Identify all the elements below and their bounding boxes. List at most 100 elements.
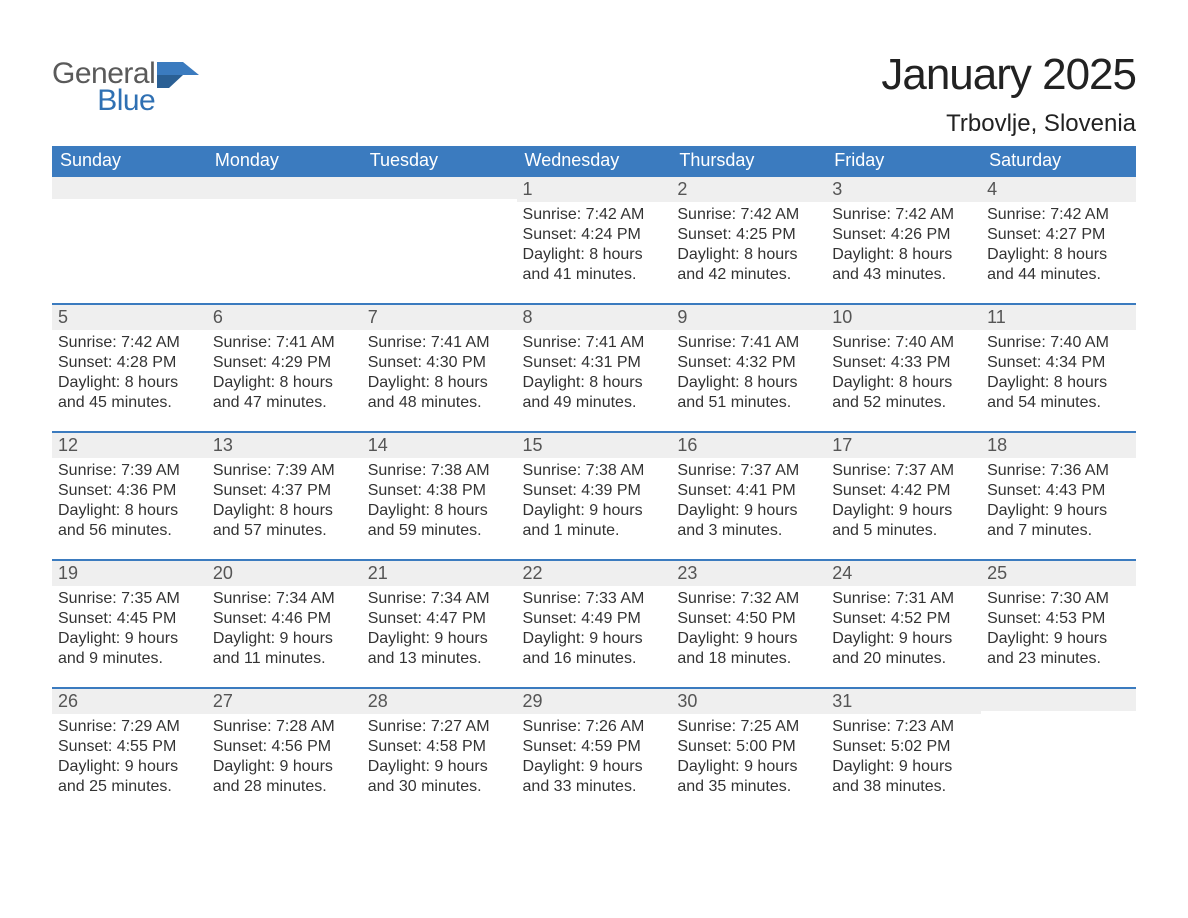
sunset-text: Sunset: 4:42 PM xyxy=(832,481,975,501)
sunrise-text: Sunrise: 7:35 AM xyxy=(58,589,201,609)
calendar-day-cell: 25Sunrise: 7:30 AMSunset: 4:53 PMDayligh… xyxy=(981,559,1136,687)
weekday-header: Wednesday xyxy=(517,146,672,175)
day-number: 22 xyxy=(517,559,672,586)
sunset-text: Sunset: 4:32 PM xyxy=(677,353,820,373)
day-number: 6 xyxy=(207,303,362,330)
daylight-text: Daylight: 9 hours and 7 minutes. xyxy=(987,501,1130,541)
sunrise-text: Sunrise: 7:40 AM xyxy=(832,333,975,353)
daylight-text: Daylight: 9 hours and 25 minutes. xyxy=(58,757,201,797)
sunrise-text: Sunrise: 7:42 AM xyxy=(58,333,201,353)
day-number: 30 xyxy=(671,687,826,714)
calendar-week-row: 1Sunrise: 7:42 AMSunset: 4:24 PMDaylight… xyxy=(52,175,1136,303)
day-data: Sunrise: 7:42 AMSunset: 4:25 PMDaylight:… xyxy=(671,202,826,291)
calendar-day-cell: 27Sunrise: 7:28 AMSunset: 4:56 PMDayligh… xyxy=(207,687,362,815)
calendar-day-cell: 17Sunrise: 7:37 AMSunset: 4:42 PMDayligh… xyxy=(826,431,981,559)
day-number: 11 xyxy=(981,303,1136,330)
daylight-text: Daylight: 8 hours and 44 minutes. xyxy=(987,245,1130,285)
day-data: Sunrise: 7:23 AMSunset: 5:02 PMDaylight:… xyxy=(826,714,981,803)
day-number: 1 xyxy=(517,175,672,202)
day-number: 7 xyxy=(362,303,517,330)
sunrise-text: Sunrise: 7:27 AM xyxy=(368,717,511,737)
day-number: 12 xyxy=(52,431,207,458)
sunrise-text: Sunrise: 7:36 AM xyxy=(987,461,1130,481)
sunrise-text: Sunrise: 7:34 AM xyxy=(368,589,511,609)
day-number: 17 xyxy=(826,431,981,458)
day-data: Sunrise: 7:35 AMSunset: 4:45 PMDaylight:… xyxy=(52,586,207,675)
daylight-text: Daylight: 8 hours and 52 minutes. xyxy=(832,373,975,413)
sunset-text: Sunset: 4:49 PM xyxy=(523,609,666,629)
sunrise-text: Sunrise: 7:25 AM xyxy=(677,717,820,737)
sunrise-text: Sunrise: 7:33 AM xyxy=(523,589,666,609)
calendar-day-cell: 11Sunrise: 7:40 AMSunset: 4:34 PMDayligh… xyxy=(981,303,1136,431)
sunrise-text: Sunrise: 7:41 AM xyxy=(523,333,666,353)
calendar-day-cell: 28Sunrise: 7:27 AMSunset: 4:58 PMDayligh… xyxy=(362,687,517,815)
daylight-text: Daylight: 8 hours and 54 minutes. xyxy=(987,373,1130,413)
calendar-day-cell: 7Sunrise: 7:41 AMSunset: 4:30 PMDaylight… xyxy=(362,303,517,431)
sunset-text: Sunset: 4:30 PM xyxy=(368,353,511,373)
calendar-day-cell: 22 Sunrise: 7:33 AMSunset: 4:49 PMDayligh… xyxy=(517,559,672,687)
logo-word-blue: Blue xyxy=(52,87,155,114)
calendar-day-cell: 21Sunrise: 7:34 AMSunset: 4:47 PMDayligh… xyxy=(362,559,517,687)
daylight-text: Daylight: 9 hours and 11 minutes. xyxy=(213,629,356,669)
calendar-day-cell: 14Sunrise: 7:38 AMSunset: 4:38 PMDayligh… xyxy=(362,431,517,559)
calendar-day-cell: 6Sunrise: 7:41 AMSunset: 4:29 PMDaylight… xyxy=(207,303,362,431)
daylight-text: Daylight: 9 hours and 23 minutes. xyxy=(987,629,1130,669)
month-title: January 2025 xyxy=(881,50,1136,100)
calendar-day-cell: 5Sunrise: 7:42 AMSunset: 4:28 PMDaylight… xyxy=(52,303,207,431)
daylight-text: Daylight: 8 hours and 42 minutes. xyxy=(677,245,820,285)
sunset-text: Sunset: 4:37 PM xyxy=(213,481,356,501)
calendar-day-cell: 24Sunrise: 7:31 AMSunset: 4:52 PMDayligh… xyxy=(826,559,981,687)
sunset-text: Sunset: 4:50 PM xyxy=(677,609,820,629)
day-number-empty xyxy=(362,175,517,199)
day-number: 23 xyxy=(671,559,826,586)
daylight-text: Daylight: 8 hours and 51 minutes. xyxy=(677,373,820,413)
logo-word-general: General xyxy=(52,60,155,87)
sunset-text: Sunset: 4:33 PM xyxy=(832,353,975,373)
daylight-text: Daylight: 9 hours and 16 minutes. xyxy=(523,629,666,669)
day-number: 18 xyxy=(981,431,1136,458)
day-data: Sunrise: 7:29 AMSunset: 4:55 PMDaylight:… xyxy=(52,714,207,803)
calendar-day-cell: 4Sunrise: 7:42 AMSunset: 4:27 PMDaylight… xyxy=(981,175,1136,303)
sunrise-text: Sunrise: 7:23 AM xyxy=(832,717,975,737)
weekday-header: Monday xyxy=(207,146,362,175)
daylight-text: Daylight: 9 hours and 30 minutes. xyxy=(368,757,511,797)
weekday-header: Thursday xyxy=(671,146,826,175)
day-data: Sunrise: 7:36 AMSunset: 4:43 PMDaylight:… xyxy=(981,458,1136,547)
sunrise-text: Sunrise: 7:40 AM xyxy=(987,333,1130,353)
daylight-text: Daylight: 8 hours and 41 minutes. xyxy=(523,245,666,285)
daylight-text: Daylight: 9 hours and 28 minutes. xyxy=(213,757,356,797)
logo-text: General Blue xyxy=(52,60,155,114)
sunset-text: Sunset: 4:28 PM xyxy=(58,353,201,373)
day-number: 16 xyxy=(671,431,826,458)
calendar-week-row: 19Sunrise: 7:35 AMSunset: 4:45 PMDayligh… xyxy=(52,559,1136,687)
day-data: Sunrise: 7:39 AMSunset: 4:37 PMDaylight:… xyxy=(207,458,362,547)
day-data: Sunrise: 7:42 AMSunset: 4:28 PMDaylight:… xyxy=(52,330,207,419)
sunset-text: Sunset: 4:39 PM xyxy=(523,481,666,501)
daylight-text: Daylight: 8 hours and 49 minutes. xyxy=(523,373,666,413)
daylight-text: Daylight: 8 hours and 43 minutes. xyxy=(832,245,975,285)
calendar-day-cell: 13Sunrise: 7:39 AMSunset: 4:37 PMDayligh… xyxy=(207,431,362,559)
calendar-day-cell: 19Sunrise: 7:35 AMSunset: 4:45 PMDayligh… xyxy=(52,559,207,687)
flag-icon xyxy=(157,62,199,93)
calendar-day-cell: 10Sunrise: 7:40 AMSunset: 4:33 PMDayligh… xyxy=(826,303,981,431)
daylight-text: Daylight: 9 hours and 5 minutes. xyxy=(832,501,975,541)
day-data: Sunrise: 7:26 AMSunset: 4:59 PMDaylight:… xyxy=(517,714,672,803)
day-data: Sunrise: 7:37 AMSunset: 4:41 PMDaylight:… xyxy=(671,458,826,547)
sunset-text: Sunset: 4:46 PM xyxy=(213,609,356,629)
weekday-header: Tuesday xyxy=(362,146,517,175)
sunset-text: Sunset: 5:02 PM xyxy=(832,737,975,757)
daylight-text: Daylight: 9 hours and 13 minutes. xyxy=(368,629,511,669)
day-number: 29 xyxy=(517,687,672,714)
sunrise-text: Sunrise: 7:41 AM xyxy=(213,333,356,353)
calendar-day-cell: 8Sunrise: 7:41 AMSunset: 4:31 PMDaylight… xyxy=(517,303,672,431)
sunrise-text: Sunrise: 7:39 AM xyxy=(213,461,356,481)
sunrise-text: Sunrise: 7:39 AM xyxy=(58,461,201,481)
calendar-day-cell: 26Sunrise: 7:29 AMSunset: 4:55 PMDayligh… xyxy=(52,687,207,815)
daylight-text: Daylight: 9 hours and 9 minutes. xyxy=(58,629,201,669)
logo: General Blue xyxy=(52,50,199,114)
day-number: 26 xyxy=(52,687,207,714)
day-number: 9 xyxy=(671,303,826,330)
sunset-text: Sunset: 4:58 PM xyxy=(368,737,511,757)
daylight-text: Daylight: 9 hours and 20 minutes. xyxy=(832,629,975,669)
calendar-day-cell: 1Sunrise: 7:42 AMSunset: 4:24 PMDaylight… xyxy=(517,175,672,303)
